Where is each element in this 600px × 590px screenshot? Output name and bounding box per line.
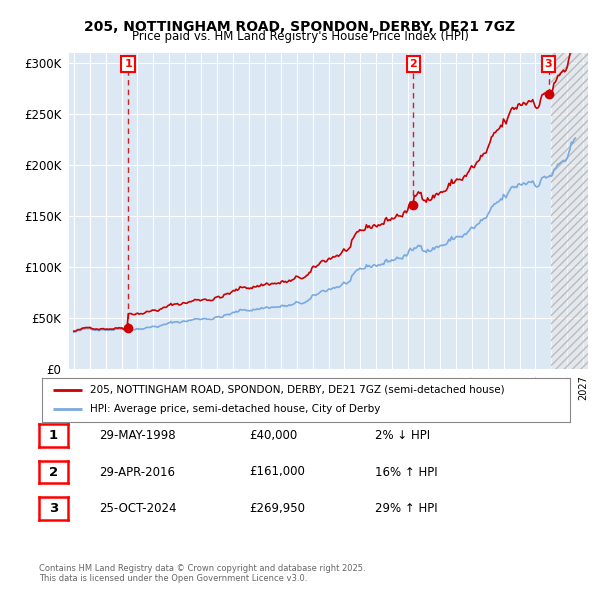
Text: 2% ↓ HPI: 2% ↓ HPI: [375, 429, 430, 442]
Text: Price paid vs. HM Land Registry's House Price Index (HPI): Price paid vs. HM Land Registry's House …: [131, 30, 469, 43]
Text: 3: 3: [49, 502, 58, 515]
Text: 3: 3: [545, 59, 553, 69]
Text: 25-OCT-2024: 25-OCT-2024: [99, 502, 176, 515]
Text: HPI: Average price, semi-detached house, City of Derby: HPI: Average price, semi-detached house,…: [89, 405, 380, 414]
Text: £161,000: £161,000: [249, 466, 305, 478]
Bar: [551, 53, 588, 369]
Text: 29% ↑ HPI: 29% ↑ HPI: [375, 502, 437, 515]
Text: 205, NOTTINGHAM ROAD, SPONDON, DERBY, DE21 7GZ (semi-detached house): 205, NOTTINGHAM ROAD, SPONDON, DERBY, DE…: [89, 385, 504, 395]
Text: £269,950: £269,950: [249, 502, 305, 515]
Text: 29-APR-2016: 29-APR-2016: [99, 466, 175, 478]
Text: £40,000: £40,000: [249, 429, 297, 442]
Text: 2: 2: [49, 466, 58, 478]
Text: Contains HM Land Registry data © Crown copyright and database right 2025.
This d: Contains HM Land Registry data © Crown c…: [39, 563, 365, 583]
Bar: [551, 53, 588, 369]
Text: 16% ↑ HPI: 16% ↑ HPI: [375, 466, 437, 478]
Text: 2: 2: [409, 59, 417, 69]
Text: 29-MAY-1998: 29-MAY-1998: [99, 429, 176, 442]
Text: 205, NOTTINGHAM ROAD, SPONDON, DERBY, DE21 7GZ: 205, NOTTINGHAM ROAD, SPONDON, DERBY, DE…: [85, 19, 515, 34]
Text: 1: 1: [124, 59, 132, 69]
Text: 1: 1: [49, 429, 58, 442]
